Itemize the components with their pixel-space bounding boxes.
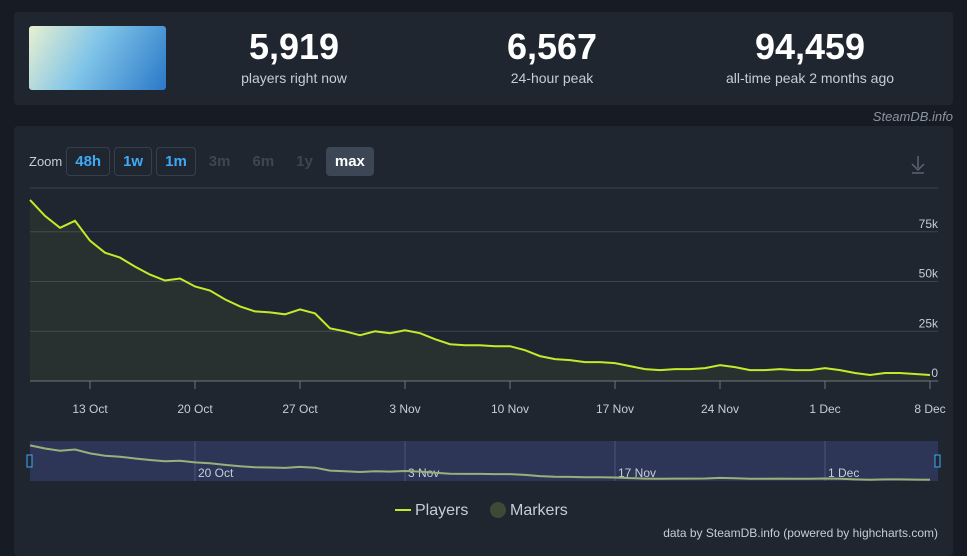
stat-label: 24-hour peak: [510, 70, 594, 86]
legend-item[interactable]: Players: [415, 502, 468, 519]
navigator-line: [29, 444, 931, 481]
stats-card: [14, 12, 953, 105]
zoom-label: Zoom: [29, 154, 63, 169]
stat-value: 94,459: [754, 26, 866, 67]
x-tick-label: 10 Nov: [491, 402, 529, 416]
navigator-handle: [26, 454, 33, 468]
x-tick-label: 17 Nov: [596, 402, 634, 416]
y-tick-label: 25k: [919, 316, 939, 330]
zoom-button[interactable]: 48h: [66, 147, 111, 176]
navigator-label: 17 Nov: [618, 466, 656, 480]
footer: data by SteamDB.info (powered by highcha…: [663, 526, 938, 540]
legend-symbol: [490, 502, 506, 518]
zoom-bar: Zoom 48h 1w 1m 3m 6m 1y max: [29, 147, 374, 176]
x-tick-label: 8 Dec: [914, 402, 945, 416]
chart-card: [14, 126, 953, 556]
players-area: [30, 199, 930, 381]
x-tick-label: 3 Nov: [389, 402, 420, 416]
stat: 6,567 24-hour peak: [432, 26, 672, 86]
download-icon[interactable]: [911, 156, 925, 174]
x-tick-label: 13 Oct: [72, 402, 108, 416]
stat-value: 6,567: [506, 26, 598, 67]
x-tick-label: 1 Dec: [809, 402, 840, 416]
y-tick-label: 50k: [919, 267, 939, 281]
legend-item[interactable]: Markers: [510, 502, 568, 519]
zoom-button[interactable]: 3m: [208, 153, 231, 170]
y-tick-label: 75k: [919, 217, 939, 231]
zoom-button[interactable]: 6m: [252, 153, 275, 170]
navigator-handle: [934, 454, 941, 468]
navigator-label: 1 Dec: [828, 466, 859, 480]
game-logo[interactable]: [29, 26, 166, 90]
x-tick-label: 20 Oct: [177, 402, 213, 416]
zoom-button[interactable]: 1w: [114, 147, 153, 176]
x-tick-label: 24 Nov: [701, 402, 739, 416]
zoom-button[interactable]: max: [325, 147, 374, 176]
stat: 5,919 players right now: [174, 26, 414, 86]
stat-value: 5,919: [248, 26, 340, 67]
stat: 94,459 all-time peak 2 months ago: [690, 26, 930, 86]
y-tick-label: 0: [931, 366, 938, 380]
players-line: [29, 199, 931, 377]
stat-label: players right now: [241, 70, 347, 86]
zoom-button[interactable]: 1m: [156, 147, 196, 176]
source[interactable]: SteamDB.info: [872, 109, 953, 124]
stat-label: all-time peak 2 months ago: [725, 70, 895, 86]
navigator-label: 3 Nov: [408, 466, 439, 480]
x-tick-label: 27 Oct: [282, 402, 318, 416]
zoom-button[interactable]: 1y: [296, 153, 313, 170]
navigator-label: 20 Oct: [198, 466, 234, 480]
